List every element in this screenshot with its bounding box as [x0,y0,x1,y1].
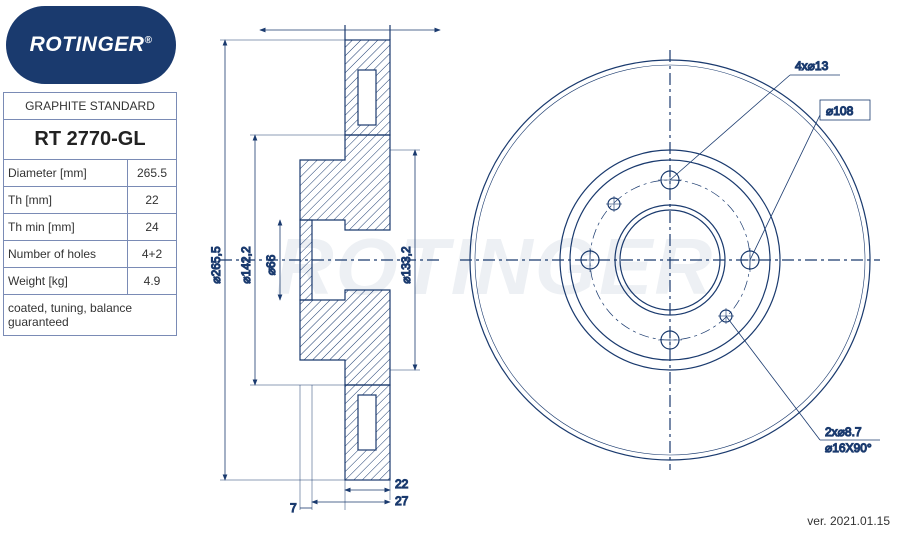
spec-label: Th min [mm] [4,214,128,240]
version-label: ver. 2021.01.15 [807,514,890,528]
spec-label: Diameter [mm] [4,160,128,186]
spec-value: 22 [128,187,176,213]
spec-label: Weight [kg] [4,268,128,294]
spec-value: 265.5 [128,160,176,186]
brand-logo: ROTINGER® [6,6,176,84]
front-view: 4x⌀13 ⌀108 2x⌀8.7 ⌀16X90° [460,50,880,470]
svg-text:22: 22 [395,477,409,491]
spec-row: Th [mm] 22 [4,187,176,214]
spec-row: Diameter [mm] 265.5 [4,160,176,187]
svg-text:⌀142,2: ⌀142,2 [239,246,253,284]
technical-drawing: ⌀265,5 ⌀142,2 ⌀66 ⌀133,2 22 27 7 [180,0,900,520]
svg-text:⌀16X90°: ⌀16X90° [825,441,872,455]
svg-text:4x⌀13: 4x⌀13 [795,59,829,73]
svg-text:⌀66: ⌀66 [264,254,278,275]
spec-row: Number of holes 4+2 [4,241,176,268]
svg-text:⌀108: ⌀108 [826,104,854,118]
brand-name: ROTINGER® [30,33,153,57]
spec-value: 4.9 [128,268,176,294]
spec-row: Th min [mm] 24 [4,214,176,241]
part-number: RT 2770-GL [4,120,176,160]
svg-text:⌀133,2: ⌀133,2 [399,246,413,284]
spec-label: Th [mm] [4,187,128,213]
svg-text:⌀265,5: ⌀265,5 [209,246,223,284]
spec-panel: GRAPHITE STANDARD RT 2770-GL Diameter [m… [3,92,177,336]
spec-label: Number of holes [4,241,128,267]
spec-row: Weight [kg] 4.9 [4,268,176,295]
svg-text:7: 7 [290,501,297,515]
spec-value: 24 [128,214,176,240]
svg-text:2x⌀8.7: 2x⌀8.7 [825,425,862,439]
spec-value: 4+2 [128,241,176,267]
product-footer: coated, tuning, balance guaranteed [4,295,176,335]
side-view: ⌀265,5 ⌀142,2 ⌀66 ⌀133,2 22 27 7 [209,25,440,515]
svg-text:27: 27 [395,494,409,508]
product-standard: GRAPHITE STANDARD [4,93,176,120]
